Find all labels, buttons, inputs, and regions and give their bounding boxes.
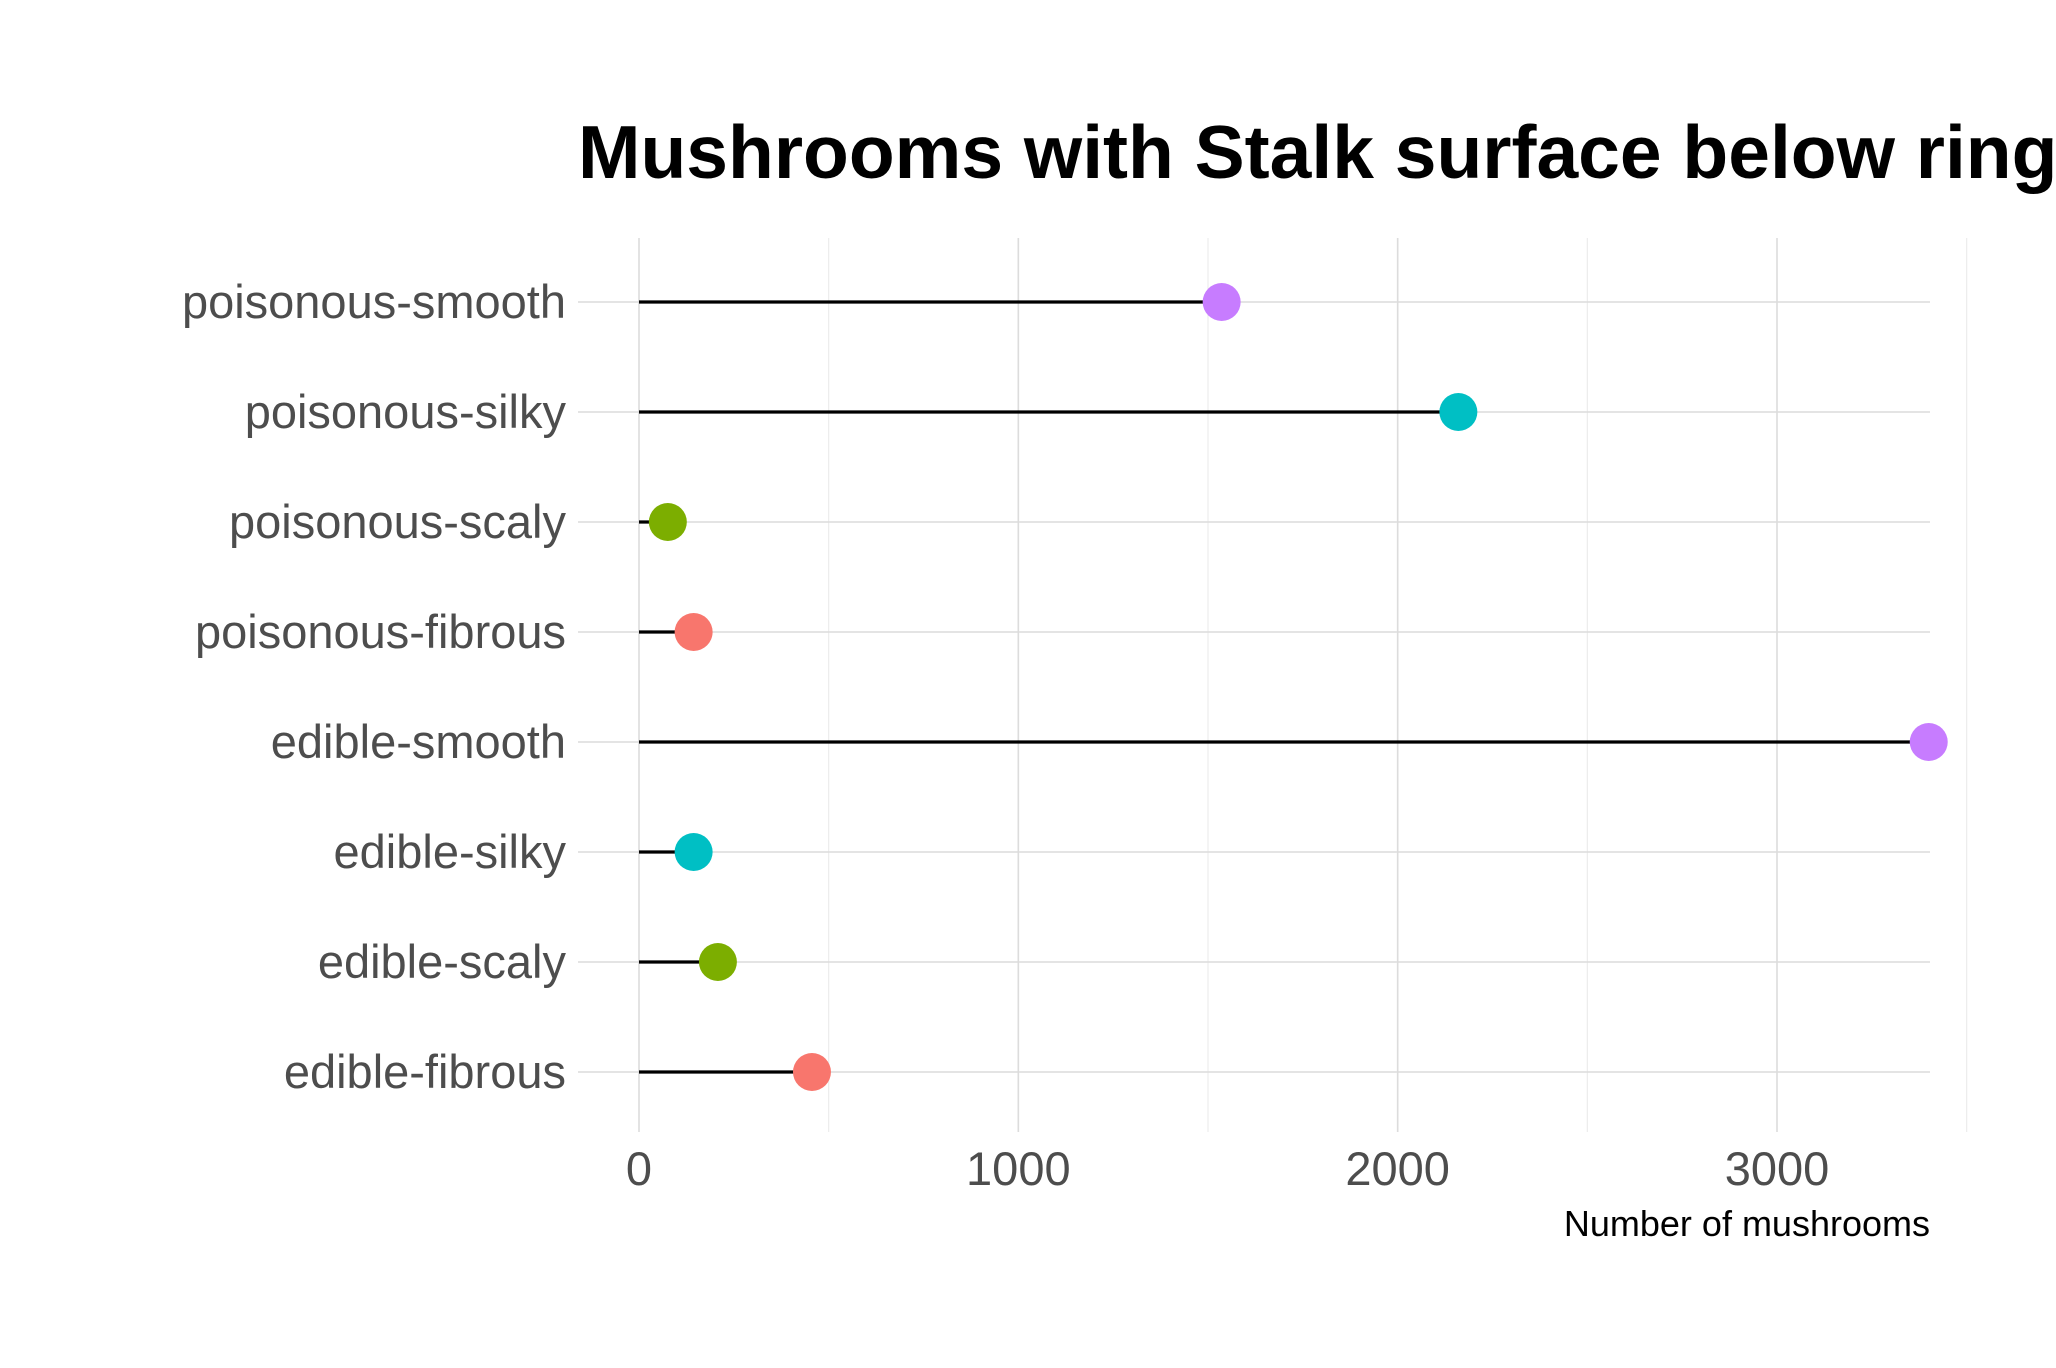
lollipop-point-edible-smooth	[1909, 723, 1948, 761]
y-tick-label: poisonous-fibrous	[195, 605, 566, 658]
y-tick-label: edible-silky	[334, 825, 567, 878]
x-tick-label: 1000	[966, 1142, 1071, 1195]
y-tick-label: edible-smooth	[271, 715, 566, 768]
x-tick-label: 0	[626, 1142, 652, 1195]
lollipop-point-edible-fibrous	[792, 1053, 831, 1091]
y-tick-label: edible-fibrous	[284, 1045, 566, 1098]
x-tick-label: 2000	[1345, 1142, 1450, 1195]
y-tick-label: poisonous-silky	[245, 385, 567, 438]
lollipop-point-poisonous-fibrous	[674, 613, 713, 651]
chart-title: Mushrooms with Stalk surface below ring	[578, 110, 2056, 194]
lollipop-point-poisonous-silky	[1439, 393, 1478, 431]
lollipop-point-edible-scaly	[698, 943, 737, 981]
lollipop-point-edible-silky	[674, 833, 713, 871]
y-axis-tick-labels: edible-fibrous edible-scaly edible-silky ed…	[182, 275, 567, 1098]
x-tick-label: 3000	[1725, 1142, 1830, 1195]
lollipop-point-poisonous-smooth	[1202, 283, 1241, 321]
points	[648, 283, 1948, 1091]
x-axis-tick-labels: 0 1000 2000 3000	[626, 1142, 1829, 1195]
y-tick-label: poisonous-scaly	[229, 495, 567, 548]
y-tick-label: poisonous-smooth	[182, 275, 566, 328]
x-axis-label: Number of mushrooms	[1564, 1203, 1930, 1244]
y-tick-label: edible-scaly	[318, 935, 567, 988]
lollipop-point-poisonous-scaly	[648, 503, 687, 541]
